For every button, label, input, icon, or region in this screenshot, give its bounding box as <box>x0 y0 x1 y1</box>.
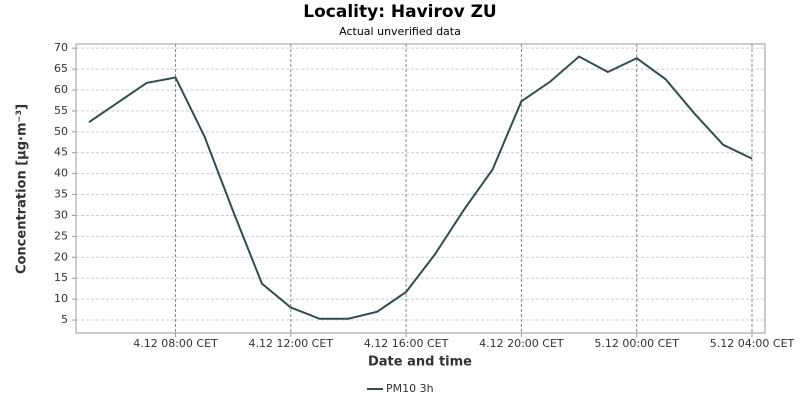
x-tick-label: 5.12 04:00 CET <box>710 337 795 350</box>
y-tick-label: 55 <box>54 104 68 117</box>
y-tick-label: 25 <box>54 229 68 242</box>
y-tick-label: 70 <box>54 41 68 54</box>
x-tick-label: 4.12 12:00 CET <box>249 337 334 350</box>
y-axis-label: Concentration [µg·m⁻³] <box>15 104 30 274</box>
y-tick-label: 40 <box>54 167 68 180</box>
x-tick-label: 5.12 00:00 CET <box>594 337 679 350</box>
x-tick-label: 4.12 16:00 CET <box>364 337 449 350</box>
x-tick-label: 4.12 08:00 CET <box>133 337 218 350</box>
x-tick-label: 4.12 20:00 CET <box>479 337 564 350</box>
data-line <box>88 55 753 320</box>
y-tick-label: 50 <box>54 125 68 138</box>
y-tick-label: 30 <box>54 208 68 221</box>
y-tick-label: 60 <box>54 83 68 96</box>
y-tick-label: 15 <box>54 271 68 284</box>
plot-area <box>75 43 766 334</box>
y-tick-label: 5 <box>61 313 68 326</box>
y-tick-label: 35 <box>54 188 68 201</box>
y-tick-label: 45 <box>54 146 68 159</box>
x-axis-label: Date and time <box>368 355 472 370</box>
chart-title: Locality: Havirov ZU <box>303 2 496 22</box>
chart-subtitle: Actual unverified data <box>339 25 461 38</box>
y-tick-label: 10 <box>54 292 68 305</box>
y-tick-label: 20 <box>54 250 68 263</box>
legend-label: PM10 3h <box>386 382 434 395</box>
y-tick-label: 65 <box>54 62 68 75</box>
